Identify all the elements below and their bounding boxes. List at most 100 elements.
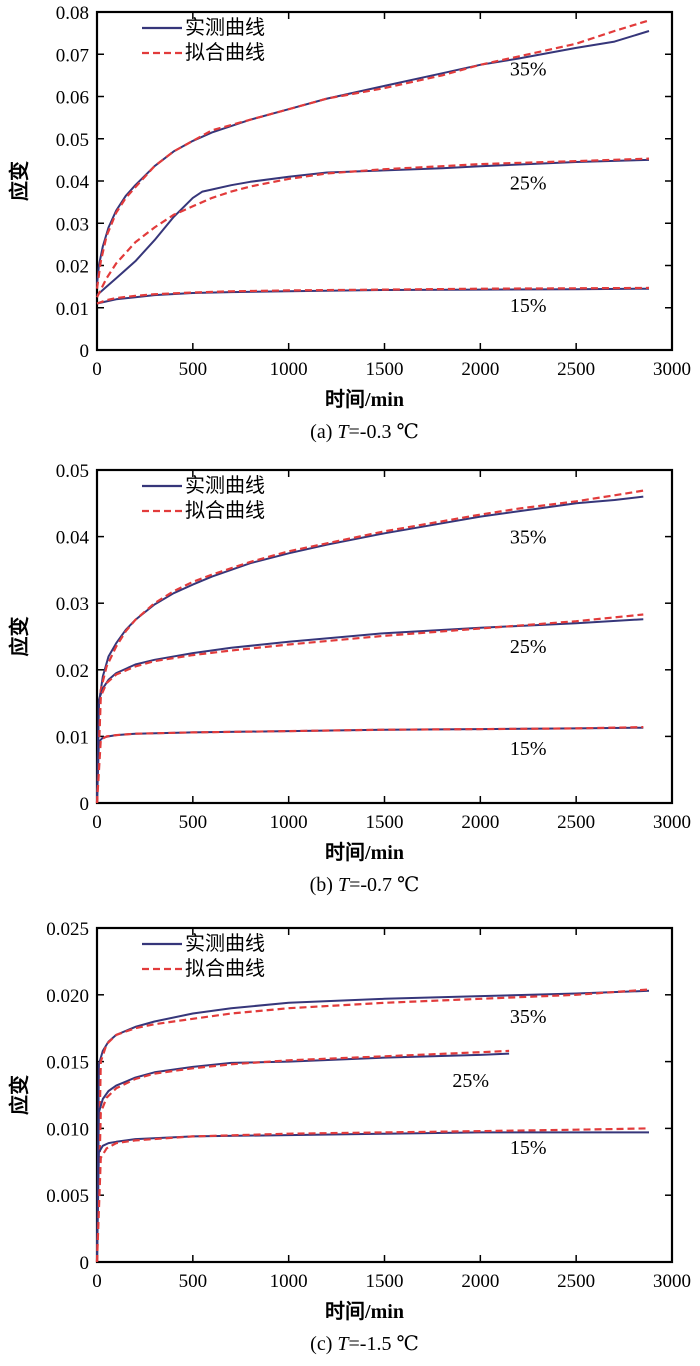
chart-panel-a: 0 500 1000 1500 2000 2500 3000 0 0.01 0.02 0.03 0.0…: [7, 3, 691, 443]
x-tick-label: 2000: [461, 359, 499, 380]
x-tick-label: 500: [179, 1271, 208, 1292]
x-axis-label: 时间/min: [325, 841, 404, 864]
measured-curve-15pct: [96, 287, 650, 305]
x-tick-label: 1500: [366, 812, 404, 833]
y-tick-label: 0.04: [56, 172, 90, 193]
measured-curve-25pct: [96, 1052, 510, 1263]
x-tick-label: 0: [92, 1271, 102, 1292]
fitted-curve-35pct: [95, 19, 650, 289]
measured-curve-35pct: [96, 989, 650, 1263]
y-tick-label: 0.05: [56, 130, 89, 151]
y-axis-label: 应变: [7, 617, 31, 657]
x-tick-label: 1000: [270, 812, 308, 833]
caption-variable: T: [337, 1333, 350, 1355]
x-tick-label: 0: [92, 812, 102, 833]
caption-variable: T: [337, 421, 350, 443]
y-tick-label: 0: [80, 794, 90, 815]
chart-panel-b: 0 500 1000 1500 2000 2500 3000 0 0.01 0.02 0.03 0.0…: [7, 461, 691, 896]
y-tick-label: 0.03: [56, 214, 89, 235]
y-tick-label: 0.03: [56, 594, 89, 615]
x-tick-label: 2000: [461, 812, 499, 833]
measured-curve-35pct: [96, 30, 650, 285]
y-tick-label: 0.01: [56, 299, 89, 320]
measured-curve-25pct: [96, 618, 644, 804]
legend-label: 拟合曲线: [185, 498, 265, 522]
legend-label: 拟合曲线: [185, 40, 265, 64]
fitted-curve-15pct: [95, 726, 644, 804]
panel-caption: (a) T=-0.3 ℃: [310, 421, 419, 443]
measured-curve-25pct: [96, 158, 650, 296]
curve-label-25pct: 25%: [510, 172, 547, 194]
caption-condition: =-0.7 ℃: [349, 874, 419, 896]
legend-label: 实测曲线: [185, 15, 265, 39]
y-tick-label: 0.025: [46, 919, 89, 940]
y-tick-label: 0.08: [56, 3, 89, 24]
caption-condition: =-1.5 ℃: [349, 1333, 419, 1355]
x-axis-label: 时间/min: [325, 1300, 404, 1323]
plot-frame: [95, 468, 674, 805]
curve-label-35pct: 35%: [510, 1006, 547, 1028]
x-tick-label: 1000: [270, 1271, 308, 1292]
fitted-curve-15pct: [96, 286, 650, 305]
y-tick-label: 0.020: [46, 986, 89, 1007]
y-axis-label: 应变: [7, 1075, 31, 1115]
y-tick-label: 0.005: [46, 1186, 89, 1207]
y-axis-label: 应变: [7, 161, 31, 201]
measured-curve-35pct: [96, 495, 644, 804]
x-tick-label: 2500: [557, 1271, 595, 1292]
y-tick-label: 0: [80, 1253, 90, 1274]
x-tick-label: 2500: [557, 812, 595, 833]
fitted-curve-25pct: [95, 613, 644, 804]
y-tick-label: 0.04: [56, 528, 90, 549]
caption-condition: =-0.3 ℃: [349, 421, 419, 443]
x-tick-label: 1500: [366, 1271, 404, 1292]
legend-label: 实测曲线: [185, 931, 265, 955]
plot-frame: [95, 926, 674, 1264]
curve-label-15pct: 15%: [510, 295, 547, 317]
panel-caption: (b) T=-0.7 ℃: [310, 874, 420, 896]
caption-prefix: (c): [310, 1333, 337, 1355]
y-tick-label: 0.06: [56, 88, 89, 109]
x-tick-label: 2000: [461, 1271, 499, 1292]
caption-variable: T: [338, 874, 351, 896]
curve-label-25pct: 25%: [510, 636, 547, 658]
x-axis-label: 时间/min: [325, 388, 404, 411]
x-tick-label: 500: [179, 359, 208, 380]
caption-prefix: (a): [310, 421, 337, 443]
x-tick-label: 0: [92, 359, 102, 380]
curve-label-35pct: 35%: [510, 58, 547, 80]
fitted-curve-35pct: [95, 489, 644, 804]
y-tick-label: 0.01: [56, 727, 89, 748]
legend-label: 拟合曲线: [185, 956, 265, 980]
x-tick-label: 3000: [653, 812, 691, 833]
x-tick-label: 1000: [270, 359, 308, 380]
x-tick-label: 2500: [557, 359, 595, 380]
caption-prefix: (b): [310, 874, 338, 896]
measured-curve-15pct: [96, 1131, 649, 1263]
curve-label-15pct: 15%: [510, 1137, 547, 1159]
fitted-curve-35pct: [95, 988, 650, 1263]
y-tick-label: 0.010: [46, 1119, 89, 1140]
panel-caption: (c) T=-1.5 ℃: [310, 1333, 419, 1355]
x-tick-label: 3000: [653, 359, 691, 380]
chart-panel-c: 0 500 1000 1500 2000 2500 3000 0 0.005 0.010 0.015…: [7, 919, 691, 1355]
plot-frame: [95, 10, 674, 352]
measured-curve-15pct: [96, 726, 644, 804]
x-tick-label: 3000: [653, 1271, 691, 1292]
y-tick-label: 0.02: [56, 661, 89, 682]
curve-label-15pct: 15%: [510, 738, 547, 760]
fitted-curve-25pct: [96, 157, 650, 298]
y-tick-label: 0.015: [46, 1053, 89, 1074]
x-tick-label: 1500: [366, 359, 404, 380]
fitted-curve-15pct: [95, 1127, 650, 1263]
x-tick-label: 500: [179, 812, 208, 833]
y-tick-label: 0.02: [56, 257, 89, 278]
y-tick-label: 0: [80, 341, 90, 362]
curve-label-25pct: 25%: [452, 1070, 489, 1092]
y-tick-label: 0.07: [56, 45, 89, 66]
fitted-curve-25pct: [95, 1049, 510, 1263]
